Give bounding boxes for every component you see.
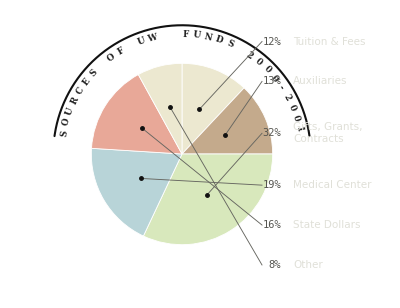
Text: 19%: 19% bbox=[263, 180, 281, 190]
Text: Medical Center: Medical Center bbox=[293, 180, 372, 190]
Text: 2: 2 bbox=[282, 92, 293, 102]
Wedge shape bbox=[138, 63, 182, 154]
Text: O: O bbox=[105, 52, 117, 63]
Text: F: F bbox=[182, 30, 189, 39]
Text: F: F bbox=[116, 46, 125, 57]
Wedge shape bbox=[182, 63, 244, 154]
Text: C: C bbox=[75, 86, 86, 96]
Text: 12%: 12% bbox=[263, 37, 281, 47]
Text: R: R bbox=[69, 96, 80, 106]
Text: 13%: 13% bbox=[263, 76, 281, 87]
Text: State Dollars: State Dollars bbox=[293, 220, 360, 230]
Text: 0: 0 bbox=[291, 114, 301, 122]
Text: Tuition & Fees: Tuition & Fees bbox=[293, 37, 366, 47]
Text: 32%: 32% bbox=[263, 128, 281, 138]
Wedge shape bbox=[143, 154, 273, 245]
Text: S: S bbox=[89, 67, 100, 78]
Text: S: S bbox=[225, 39, 234, 50]
Text: 16%: 16% bbox=[263, 220, 281, 230]
Text: 0: 0 bbox=[254, 57, 264, 67]
Text: 1: 1 bbox=[294, 125, 304, 133]
Text: O: O bbox=[61, 117, 72, 127]
Text: 8%: 8% bbox=[269, 260, 281, 270]
Text: Other: Other bbox=[293, 260, 323, 270]
Text: W: W bbox=[146, 33, 158, 44]
Text: Auxiliaries: Auxiliaries bbox=[293, 76, 348, 87]
Text: U: U bbox=[136, 36, 146, 47]
Text: -: - bbox=[277, 83, 286, 91]
Text: 0: 0 bbox=[262, 65, 272, 75]
Wedge shape bbox=[91, 148, 182, 236]
Text: Gifts, Grants,
Contracts: Gifts, Grants, Contracts bbox=[293, 123, 362, 144]
Text: E: E bbox=[81, 76, 92, 87]
Wedge shape bbox=[182, 88, 273, 154]
Text: U: U bbox=[192, 30, 201, 40]
Wedge shape bbox=[92, 75, 182, 154]
Text: 0: 0 bbox=[269, 73, 280, 83]
Text: S: S bbox=[59, 129, 69, 137]
Text: U: U bbox=[65, 106, 76, 116]
Text: 0: 0 bbox=[287, 103, 298, 112]
Text: D: D bbox=[214, 35, 224, 46]
Text: N: N bbox=[203, 32, 213, 43]
Text: 2: 2 bbox=[245, 50, 255, 61]
